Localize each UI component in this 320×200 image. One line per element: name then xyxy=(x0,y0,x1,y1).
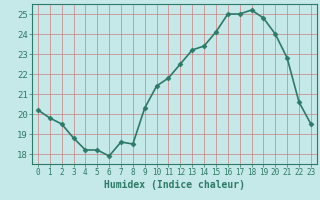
X-axis label: Humidex (Indice chaleur): Humidex (Indice chaleur) xyxy=(104,180,245,190)
